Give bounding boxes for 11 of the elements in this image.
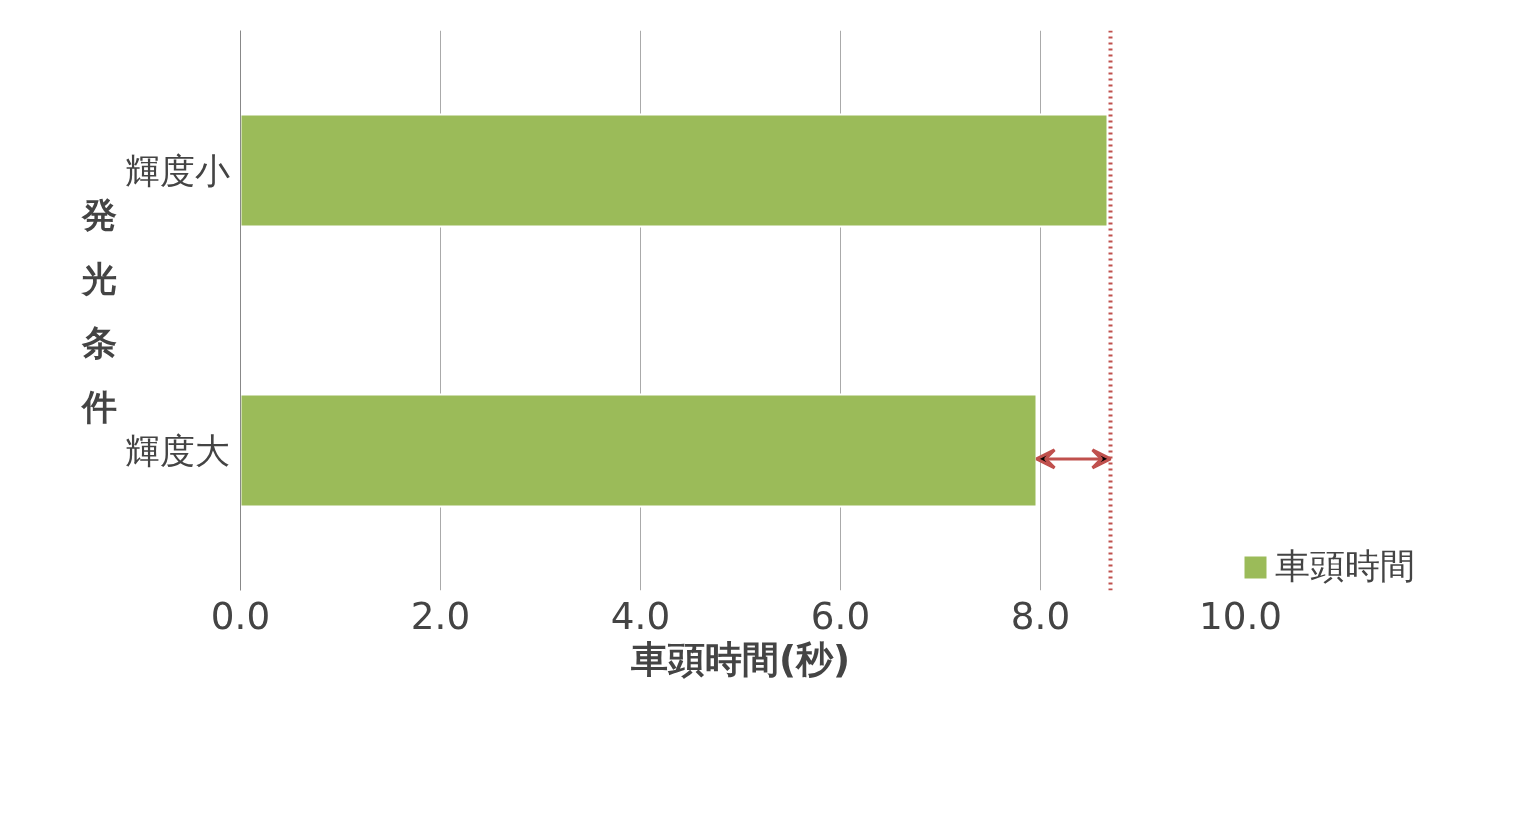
x-axis-title: 車頭時間(秒) [629, 636, 851, 681]
x-tick-label: 4.0 [610, 593, 671, 638]
x-tick-label: 8.0 [1010, 593, 1071, 638]
y-axis-title: 発光条件 [79, 194, 117, 427]
x-tick-label: 10.0 [1198, 593, 1283, 638]
x-tick-label: 2.0 [410, 593, 471, 638]
y-tick-label: 輝度小 [124, 150, 230, 191]
y-tick-label: 輝度大 [124, 430, 230, 471]
x-tick-label: 6.0 [810, 593, 871, 638]
x-tick-label: 0.0 [210, 593, 271, 638]
legend-label: 車頭時間 [1275, 545, 1415, 588]
